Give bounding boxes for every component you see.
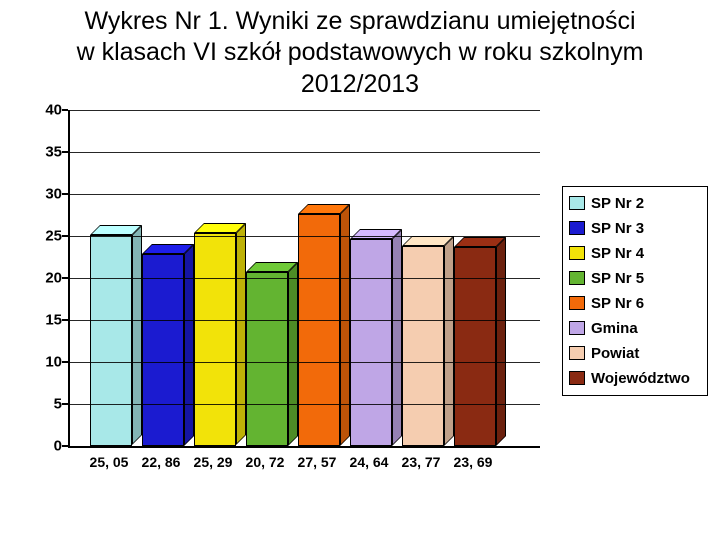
legend-row: SP Nr 5 [569, 266, 701, 291]
legend-label: Województwo [591, 370, 690, 387]
bar-front [194, 233, 236, 445]
x-value-label: 22, 86 [142, 454, 181, 470]
page: Wykres Nr 1. Wyniki ze sprawdzianu umiej… [0, 0, 720, 540]
x-axis-labels: 25, 05 22, 86 25, 29 20, 72 27, 57 24, 64 23, … [68, 450, 538, 472]
y-tick-label: 10 [22, 353, 62, 370]
grid-line [70, 110, 540, 111]
grid-line [70, 404, 540, 405]
bar-front [350, 239, 392, 446]
legend-swatch [569, 346, 585, 360]
y-tick-label: 5 [22, 395, 62, 412]
legend-swatch [569, 321, 585, 335]
legend-row: SP Nr 6 [569, 291, 701, 316]
legend-label: Gmina [591, 320, 638, 337]
legend-row: Powiat [569, 341, 701, 366]
bar-side [340, 204, 350, 446]
y-tick-mark [62, 361, 68, 363]
grid-line [70, 194, 540, 195]
y-tick-mark [62, 445, 68, 447]
bar [350, 229, 402, 446]
y-tick-mark [62, 277, 68, 279]
legend-row: Województwo [569, 366, 701, 391]
y-tick-mark [62, 235, 68, 237]
bar-front [246, 272, 288, 446]
legend-label: SP Nr 5 [591, 270, 644, 287]
bar-front [90, 235, 132, 445]
bar-side [392, 229, 402, 446]
bar [142, 244, 194, 446]
legend-row: SP Nr 2 [569, 191, 701, 216]
legend-label: SP Nr 6 [591, 295, 644, 312]
bar [90, 225, 142, 445]
legend-row: SP Nr 3 [569, 216, 701, 241]
bar [402, 236, 454, 446]
title-line-2: w klasach VI szkół podstawowych w roku s… [77, 38, 644, 66]
bar-front [454, 247, 496, 446]
plot-area [68, 110, 540, 448]
grid-line [70, 236, 540, 237]
bar-side [132, 225, 142, 445]
legend-swatch [569, 246, 585, 260]
legend-label: Powiat [591, 345, 639, 362]
y-tick-label: 40 [22, 101, 62, 118]
x-value-label: 25, 05 [90, 454, 129, 470]
legend-swatch [569, 221, 585, 235]
x-value-label: 23, 69 [454, 454, 493, 470]
bar [298, 204, 350, 446]
bar-side [236, 223, 246, 445]
y-tick-label: 0 [22, 437, 62, 454]
bar-side [184, 244, 194, 446]
y-tick-label: 15 [22, 311, 62, 328]
x-value-label: 23, 77 [402, 454, 441, 470]
x-value-label: 24, 64 [350, 454, 389, 470]
legend-swatch [569, 296, 585, 310]
bar [246, 262, 298, 446]
bar [454, 237, 506, 446]
legend-swatch [569, 196, 585, 210]
title-line-1: Wykres Nr 1. Wyniki ze sprawdzianu umiej… [84, 7, 635, 35]
bar-front [298, 214, 340, 446]
legend-row: SP Nr 4 [569, 241, 701, 266]
y-tick-mark [62, 151, 68, 153]
bar-front [142, 254, 184, 446]
y-tick-mark [62, 193, 68, 195]
y-tick-mark [62, 403, 68, 405]
legend-swatch [569, 371, 585, 385]
y-tick-mark [62, 319, 68, 321]
chart: 25, 05 22, 86 25, 29 20, 72 27, 57 24, 64 23, … [22, 110, 712, 500]
x-value-label: 27, 57 [298, 454, 337, 470]
grid-line [70, 278, 540, 279]
chart-title: Wykres Nr 1. Wyniki ze sprawdzianu umiej… [10, 6, 710, 100]
bar-front [402, 246, 444, 446]
y-tick-label: 20 [22, 269, 62, 286]
bar-side [444, 236, 454, 446]
y-tick-mark [62, 109, 68, 111]
grid-line [70, 152, 540, 153]
legend-label: SP Nr 2 [591, 195, 644, 212]
bar-side [496, 237, 506, 446]
legend-label: SP Nr 3 [591, 220, 644, 237]
grid-line [70, 362, 540, 363]
x-value-label: 25, 29 [194, 454, 233, 470]
y-tick-label: 30 [22, 185, 62, 202]
y-tick-label: 35 [22, 143, 62, 160]
bar [194, 223, 246, 445]
legend: SP Nr 2 SP Nr 3 SP Nr 4 SP Nr 5 SP Nr 6 Gmina… [562, 186, 708, 396]
bar-side [288, 262, 298, 446]
y-tick-label: 25 [22, 227, 62, 244]
legend-label: SP Nr 4 [591, 245, 644, 262]
title-line-3: 2012/2013 [301, 70, 419, 98]
grid-line [70, 320, 540, 321]
legend-row: Gmina [569, 316, 701, 341]
x-value-label: 20, 72 [246, 454, 285, 470]
legend-swatch [569, 271, 585, 285]
